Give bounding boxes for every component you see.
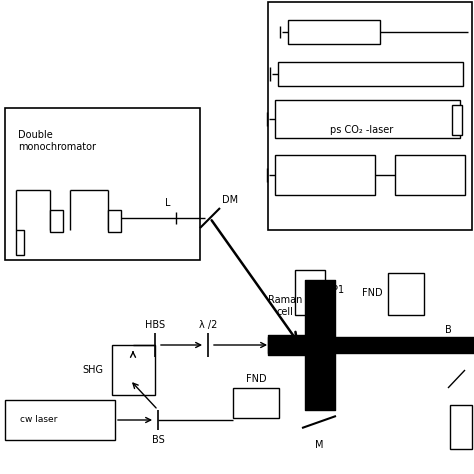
Text: FND: FND [246,374,266,384]
Text: B: B [445,325,452,335]
Bar [388,273,424,315]
Bar [452,105,462,135]
Text: λ /2: λ /2 [199,320,217,330]
Text: Double
monochromator: Double monochromator [18,130,96,152]
Bar [112,345,155,395]
Bar [268,2,472,230]
Text: cw laser: cw laser [20,416,57,425]
Bar [295,270,325,315]
Bar [233,388,279,418]
Text: HBS: HBS [145,320,165,330]
Text: SHG: SHG [82,365,103,375]
Text: DM: DM [222,195,238,205]
Bar [275,100,460,138]
Text: FND: FND [363,288,383,298]
Bar [395,155,465,195]
Text: P1: P1 [332,285,344,295]
Text: L: L [165,198,171,208]
Bar [16,230,24,255]
Bar [278,62,463,86]
Text: M: M [315,440,323,450]
Bar [275,155,375,195]
Bar [5,400,115,440]
Bar [108,210,121,232]
Bar [450,405,472,449]
Text: ps CO₂ -laser: ps CO₂ -laser [330,125,393,135]
Bar [288,20,380,44]
Text: Raman
cell: Raman cell [268,295,302,317]
Bar [50,210,63,232]
Bar [5,108,200,260]
Text: BS: BS [152,435,164,445]
